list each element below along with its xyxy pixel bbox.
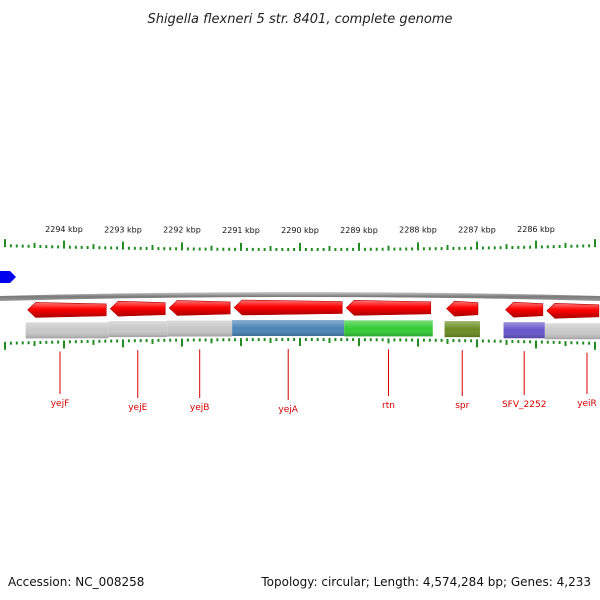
gene-bar-shade — [444, 321, 480, 338]
gene-label-SFV_2252[interactable]: SFV_2252 — [502, 400, 546, 410]
genome-summary-text: Topology: circular; Length: 4,574,284 bp… — [260, 575, 591, 589]
backbone-ring — [0, 292, 600, 301]
gene-arrow-yeiR — [546, 302, 600, 319]
ruler-label: 2288 kbp — [399, 226, 437, 235]
gene-label-rtn[interactable]: rtn — [382, 401, 395, 411]
scale-ruler: 2294 kbp 2293 kbp 2292 kbp 2291 kbp 2290 kbp… — [4, 225, 596, 350]
ruler-label: 2293 kbp — [104, 225, 142, 234]
gene-bar-shade — [344, 320, 433, 337]
gene-arrow-yejE — [109, 300, 166, 317]
backbone — [0, 292, 600, 301]
gene-arrow-yejF — [27, 302, 107, 318]
gene-bar-shade — [167, 320, 233, 337]
gene-bar-shade — [503, 322, 545, 339]
gene-label-yeiR[interactable]: yeiR — [577, 399, 597, 409]
map-title: Shigella flexneri 5 str. 8401, complete … — [147, 12, 452, 27]
ruler-label: 2292 kbp — [163, 226, 201, 235]
ruler-label: 2294 kbp — [45, 225, 83, 234]
gene-arrow-yejB — [168, 300, 231, 316]
gene-bar-shade — [108, 321, 168, 338]
gene-track — [25, 299, 600, 340]
ruler-label: 2287 kbp — [458, 225, 496, 234]
gene-label-yejA[interactable]: yejA — [278, 405, 298, 415]
gene-label-yejF[interactable]: yejF — [51, 399, 70, 409]
gene-arrow-rtn — [345, 300, 432, 316]
gene-label-yejE[interactable]: yejE — [128, 403, 147, 413]
ruler-label: 2290 kbp — [281, 226, 319, 235]
accession-text: Accession: NC_008258 — [8, 575, 144, 589]
gene-arrow-spr — [446, 300, 479, 317]
ruler-label: 2286 kbp — [517, 225, 555, 234]
gene-bar-shade — [25, 322, 109, 339]
gene-label-yejB[interactable]: yejB — [190, 403, 210, 413]
gene-labels: yejF yejE yejB yejA rtn spr SFV_2252 yeiR — [51, 349, 597, 415]
gene-bar-shade — [544, 323, 600, 340]
ruler-label: 2289 kbp — [340, 226, 378, 235]
gene-bar-shade — [232, 320, 345, 337]
ruler-label: 2291 kbp — [222, 226, 260, 235]
off-screen-gene-arrow — [0, 271, 16, 283]
gene-arrow-yejA — [233, 299, 343, 316]
gene-label-spr[interactable]: spr — [455, 401, 469, 411]
gene-arrow-SFV_2252 — [505, 301, 544, 318]
